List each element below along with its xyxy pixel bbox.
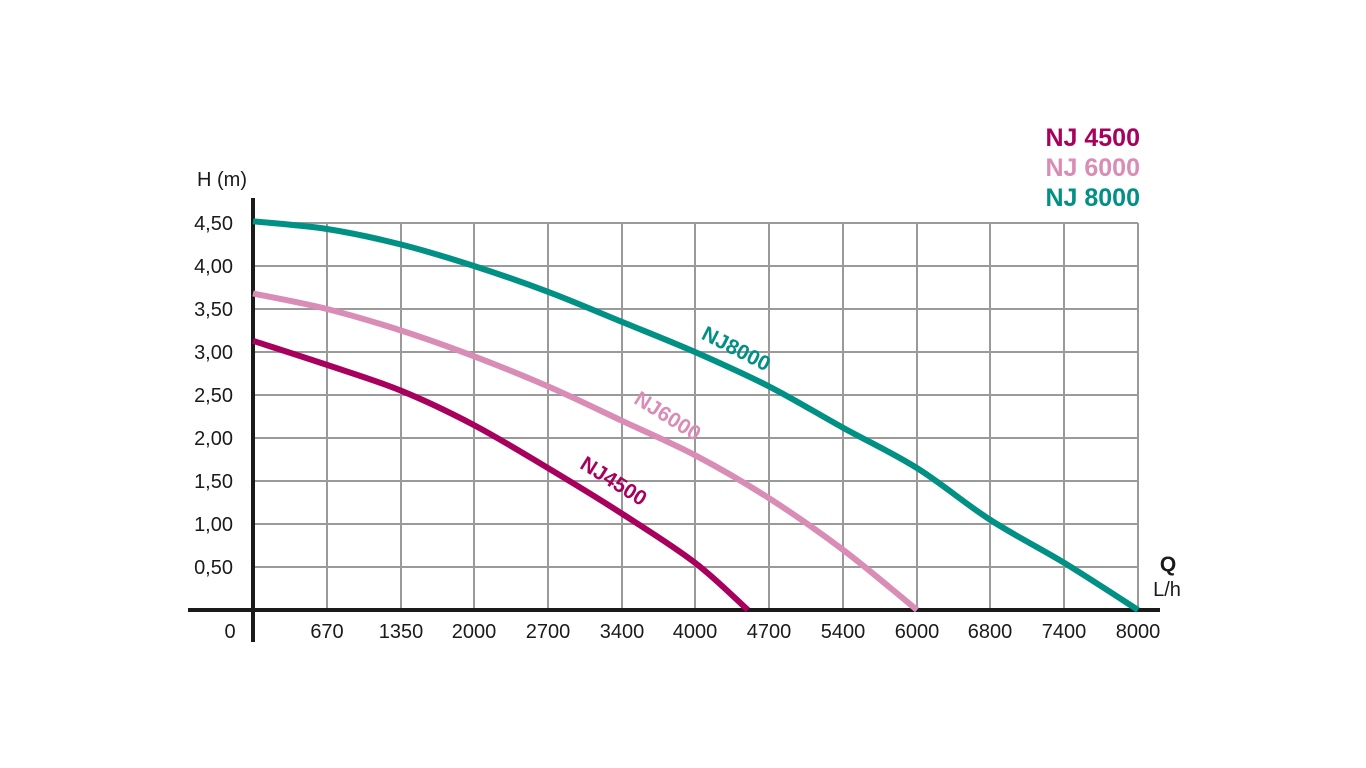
x-tick-label: 4000 [673, 621, 718, 643]
x-tick-label: 7400 [1042, 621, 1087, 643]
origin-label: 0 [224, 621, 235, 643]
series-line-nj4500 [252, 337, 750, 613]
chart-grid [253, 222, 1139, 610]
x-tick-label: 6000 [895, 621, 940, 643]
x-tick-label: 2700 [526, 621, 571, 643]
series-line-nj6000 [252, 290, 919, 613]
x-axis-symbol: Q [1160, 553, 1176, 576]
chart-curves [252, 218, 1140, 613]
x-axis-unit: L/h [1153, 579, 1181, 601]
y-tick-label: 3,50 [194, 299, 233, 321]
x-tick-label: 4700 [747, 621, 792, 643]
x-tick-label: 2000 [452, 621, 497, 643]
y-tick-label: 2,50 [194, 385, 233, 407]
legend-entry-nj8000: NJ 8000 [1045, 184, 1140, 212]
x-tick-label: 3400 [600, 621, 645, 643]
tick-labels: 670 1350 2000 2700 3400 4000 4700 5400 6000 6800 7… [194, 213, 1160, 643]
y-tick-label: 4,50 [194, 213, 233, 235]
y-tick-label: 2,00 [194, 428, 233, 450]
chart-axes [188, 198, 1160, 642]
curve-label-nj6000: NJ6000 [630, 387, 705, 445]
x-tick-label: 670 [310, 621, 343, 643]
y-tick-label: 1,50 [194, 471, 233, 493]
x-tick-label: 8000 [1116, 621, 1161, 643]
y-axis-title: H (m) [197, 169, 247, 191]
y-tick-label: 3,00 [194, 342, 233, 364]
y-tick-label: 0,50 [194, 557, 233, 579]
chart-legend: NJ 4500 NJ 6000 NJ 8000 [1045, 124, 1140, 212]
y-tick-label: 4,00 [194, 256, 233, 278]
x-tick-label: 1350 [379, 621, 424, 643]
x-tick-label: 6800 [968, 621, 1013, 643]
series-line-nj8000 [252, 218, 1140, 613]
legend-entry-nj6000: NJ 6000 [1045, 154, 1140, 182]
legend-entry-nj4500: NJ 4500 [1045, 124, 1140, 152]
x-tick-label: 5400 [821, 621, 866, 643]
y-tick-label: 1,00 [194, 514, 233, 536]
